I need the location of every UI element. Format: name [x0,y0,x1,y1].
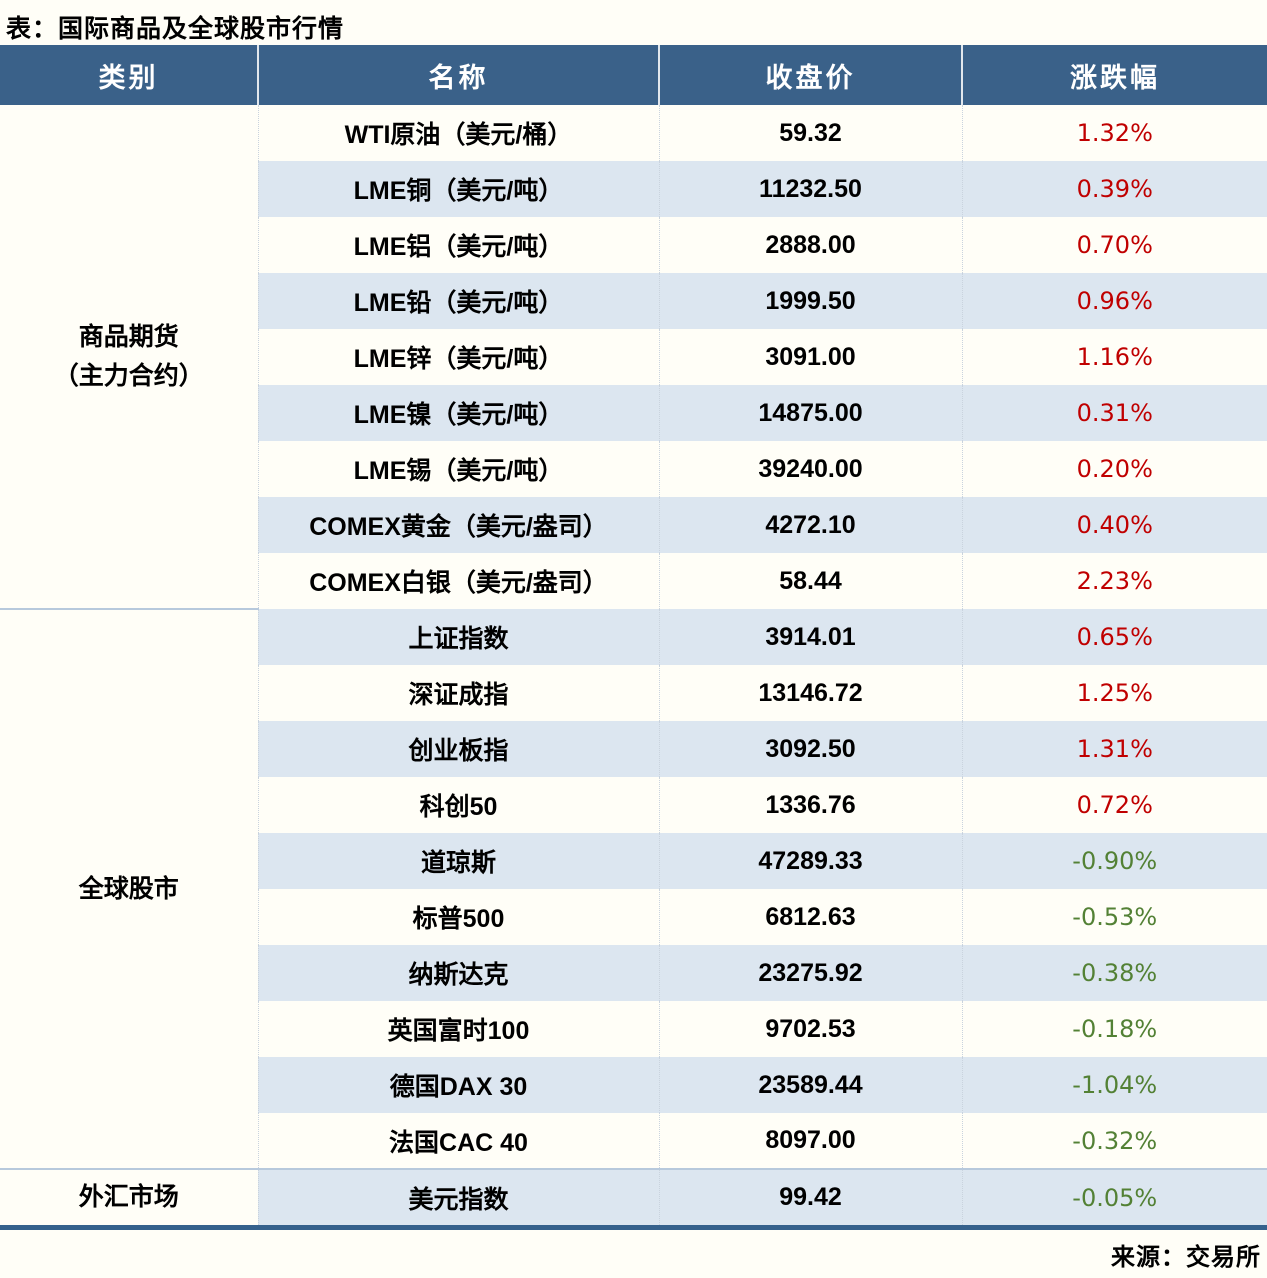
change-percent: 1.32% [1076,119,1153,147]
instrument-name: LME镍（美元/吨） [258,385,660,441]
instrument-name: 上证指数 [258,609,660,665]
close-price: 58.44 [659,553,963,609]
close-price: 1999.50 [659,273,963,329]
table-row: 外汇市场 美元指数 99.42 -0.05% [0,1168,1267,1225]
table-row: 深证成指 13146.72 1.25% [0,665,1267,721]
close-price: 3092.50 [659,721,963,777]
close-price: 14875.00 [659,385,963,441]
instrument-name: 标普500 [258,889,660,945]
close-price: 11232.50 [659,161,963,217]
close-price: 47289.33 [659,833,963,889]
change-percent: 1.25% [1076,679,1153,707]
instrument-name: LME铅（美元/吨） [258,273,660,329]
table-row: 英国富时100 9702.53 -0.18% [0,1001,1267,1057]
instrument-name: LME锌（美元/吨） [258,329,660,385]
instrument-name: COMEX白银（美元/盎司） [258,553,660,609]
table-row: LME铝（美元/吨） 2888.00 0.70% [0,217,1267,273]
table-row: 科创50 1336.76 0.72% [0,777,1267,833]
category-label-line: 全球股市 [78,874,179,903]
table-row: COMEX黄金（美元/盎司） 4272.10 0.40% [0,497,1267,553]
change-percent: -1.04% [962,1057,1267,1113]
change-percent: 0.65% [962,609,1267,665]
category-label-line: 商品期货 [78,322,179,351]
instrument-name: 创业板指 [258,721,660,777]
category-cell: 全球股市 [0,608,259,1169]
category-label-line: （主力合约） [53,361,204,390]
close-price: 99.42 [659,1168,963,1225]
close-price: 39240.00 [659,441,963,497]
instrument-name: LME锡（美元/吨） [258,441,660,497]
column-header-1: 名称 [257,45,659,105]
instrument-name: 深证成指 [258,665,660,721]
source-note: 来源：交易所 [1111,1244,1261,1271]
change-percent: -0.90% [962,833,1267,889]
change-percent: -0.38% [962,945,1267,1001]
table-row: 全球股市 上证指数 3914.01 0.65% [0,608,1267,1169]
table-row: 道琼斯 47289.33 -0.90% [0,833,1267,889]
instrument-name: WTI原油（美元/桶） [258,105,660,161]
close-price: 4272.10 [659,497,963,553]
close-price: 3914.01 [659,609,963,665]
change-percent: 0.72% [1076,791,1153,819]
column-header-3: 涨跌幅 [961,45,1267,105]
change-percent: -0.05% [962,1168,1267,1225]
close-price: 3091.00 [659,329,963,385]
close-price: 23589.44 [659,1057,963,1113]
instrument-name: 德国DAX 30 [258,1057,660,1113]
close-price: 2888.00 [659,217,963,273]
instrument-name: 科创50 [258,777,660,833]
instrument-name: 道琼斯 [258,833,660,889]
instrument-name: 美元指数 [258,1168,660,1225]
table-body: 商品期货 （主力合约） WTI原油（美元/桶） 59.32 1.32% LME铜（美元/吨… [0,105,1267,1225]
table-row: LME锌（美元/吨） 3091.00 1.16% [0,329,1267,385]
market-table-wrapper: 类别 名称 收盘价 涨跌幅 商品期货 （主力合约） WTI原油（美元/桶） 59.32 1.3… [0,45,1267,1230]
close-price: 9702.53 [659,1001,963,1057]
change-percent: -0.32% [1072,1126,1158,1155]
table-row: 标普500 6812.63 -0.53% [0,889,1267,945]
table-row: LME铅（美元/吨） 1999.50 0.96% [0,273,1267,329]
close-price: 59.32 [659,105,963,161]
table-row: 法国CAC 40 8097.00 -0.32% [0,1113,1267,1169]
category-cell: 外汇市场 [0,1168,259,1225]
change-percent: 2.23% [1076,567,1153,595]
instrument-name: 英国富时100 [258,1001,660,1057]
market-table: 类别 名称 收盘价 涨跌幅 商品期货 （主力合约） WTI原油（美元/桶） 59.32 1.3… [0,45,1267,1225]
instrument-name: 纳斯达克 [258,945,660,1001]
change-percent: 1.16% [1076,343,1153,371]
table-row: LME镍（美元/吨） 14875.00 0.31% [0,385,1267,441]
close-price: 8097.00 [659,1113,963,1169]
instrument-name: COMEX黄金（美元/盎司） [258,497,660,553]
close-price: 6812.63 [659,889,963,945]
header-row: 类别 名称 收盘价 涨跌幅 [0,45,1267,105]
table-row: 商品期货 （主力合约） WTI原油（美元/桶） 59.32 1.32% [0,105,1267,609]
table-row: LME锡（美元/吨） 39240.00 0.20% [0,441,1267,497]
table-row: COMEX白银（美元/盎司） 58.44 2.23% [0,553,1267,609]
close-price: 13146.72 [659,665,963,721]
category-cell: 商品期货 （主力合约） [0,105,259,609]
instrument-name: 法国CAC 40 [258,1113,660,1169]
change-percent: 0.96% [962,273,1267,329]
table-row: 纳斯达克 23275.92 -0.38% [0,945,1267,1001]
category-label-line: 外汇市场 [78,1183,179,1212]
table-row: 创业板指 3092.50 1.31% [0,721,1267,777]
change-percent: -0.18% [1072,1015,1158,1043]
column-header-2: 收盘价 [658,45,962,105]
change-percent: 0.70% [1076,231,1153,259]
change-percent: 0.20% [1076,455,1153,483]
change-percent: -0.53% [1072,903,1158,931]
close-price: 23275.92 [659,945,963,1001]
close-price: 1336.76 [659,777,963,833]
instrument-name: LME铜（美元/吨） [258,161,660,217]
change-percent: 0.31% [962,385,1267,441]
change-percent: 1.31% [962,721,1267,777]
table-row: 德国DAX 30 23589.44 -1.04% [0,1057,1267,1113]
column-header-0: 类别 [0,45,258,105]
instrument-name: LME铝（美元/吨） [258,217,660,273]
change-percent: 0.40% [962,497,1267,553]
page-title: 表：国际商品及全球股市行情 [6,15,345,43]
change-percent: 0.39% [962,161,1267,217]
table-row: LME铜（美元/吨） 11232.50 0.39% [0,161,1267,217]
